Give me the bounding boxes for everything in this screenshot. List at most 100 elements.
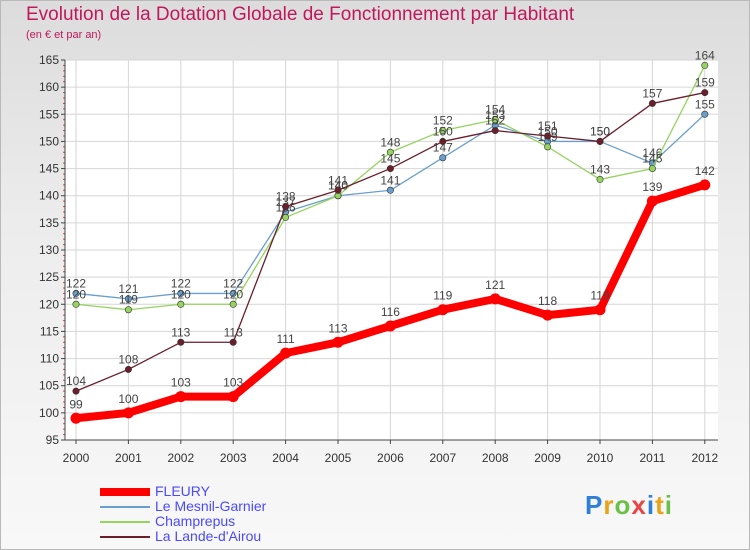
data-label: 120 <box>223 287 243 301</box>
y-tick-label: 125 <box>39 270 59 284</box>
data-label: 119 <box>119 293 138 307</box>
data-point <box>175 391 187 403</box>
data-point <box>72 387 80 395</box>
proxiti-logo: Proxiti <box>585 490 673 521</box>
data-point <box>282 213 290 221</box>
data-point <box>386 165 394 173</box>
legend-swatch-champrepus <box>100 520 150 523</box>
data-label: 113 <box>328 321 347 335</box>
y-tick-label: 160 <box>39 80 59 94</box>
x-tick-label: 2008 <box>482 451 509 465</box>
x-tick-label: 2010 <box>587 451 614 465</box>
data-point <box>177 300 185 308</box>
data-point <box>122 407 134 419</box>
data-label: 143 <box>590 162 610 176</box>
y-tick-label: 145 <box>39 162 59 176</box>
x-tick-label: 2000 <box>63 451 90 465</box>
y-tick-label: 150 <box>39 134 59 148</box>
logo-letter: i <box>646 490 656 520</box>
data-point <box>229 289 237 297</box>
data-point <box>437 304 449 316</box>
data-label: 148 <box>380 135 400 149</box>
data-point <box>491 116 499 124</box>
data-label: 140 <box>328 179 348 193</box>
data-point <box>596 175 604 183</box>
data-point <box>177 338 185 346</box>
data-label: 113 <box>224 325 243 339</box>
y-tick-label: 95 <box>46 433 60 447</box>
data-label: 159 <box>695 76 715 90</box>
y-tick-label: 155 <box>39 107 59 121</box>
data-point <box>542 309 554 321</box>
data-point <box>544 143 552 151</box>
data-label: 103 <box>223 376 243 390</box>
data-point <box>489 293 501 305</box>
data-point <box>229 338 237 346</box>
data-point <box>177 289 185 297</box>
data-label: 111 <box>276 332 295 346</box>
data-point <box>701 61 709 69</box>
legend-item-champrepus: Champrepus <box>100 514 266 529</box>
data-point <box>124 295 132 303</box>
legend-item-le-mesnil-garnier: Le Mesnil-Garnier <box>100 499 266 514</box>
data-label: 142 <box>695 164 715 178</box>
data-point <box>439 137 447 145</box>
data-point <box>334 186 342 194</box>
data-label: 155 <box>695 97 715 111</box>
data-label: 122 <box>171 276 191 290</box>
legend-label: Champrepus <box>155 513 236 529</box>
x-tick-label: 2002 <box>167 451 194 465</box>
data-point <box>282 203 290 211</box>
data-label: 145 <box>642 152 662 166</box>
data-point <box>124 306 132 314</box>
data-label: 150 <box>433 124 453 138</box>
y-tick-label: 165 <box>39 53 59 67</box>
y-tick-label: 100 <box>39 406 59 420</box>
x-tick-label: 2006 <box>377 451 404 465</box>
data-point <box>439 154 447 162</box>
data-label: 145 <box>380 152 400 166</box>
logo-letter: r <box>603 490 615 520</box>
data-point <box>227 391 239 403</box>
data-point <box>648 99 656 107</box>
data-point <box>439 127 447 135</box>
data-label: 138 <box>276 190 296 204</box>
x-tick-label: 2004 <box>272 451 299 465</box>
legend: FLEURY Le Mesnil-Garnier Champrepus La L… <box>100 484 266 544</box>
y-tick-label: 120 <box>39 297 59 311</box>
data-label: 151 <box>538 119 558 133</box>
data-point <box>386 148 394 156</box>
data-point <box>70 412 82 424</box>
data-point <box>701 110 709 118</box>
data-point <box>124 365 132 373</box>
data-point <box>229 300 237 308</box>
data-point <box>384 320 396 332</box>
x-tick-label: 2011 <box>639 451 665 465</box>
data-point <box>699 179 711 191</box>
data-point <box>648 165 656 173</box>
data-label: 140 <box>328 179 348 193</box>
y-tick-label: 140 <box>39 189 59 203</box>
data-label: 141 <box>380 173 400 187</box>
data-label: 104 <box>66 374 86 388</box>
data-label: 164 <box>695 48 715 62</box>
data-label: 122 <box>66 276 86 290</box>
data-label: 152 <box>433 114 453 128</box>
data-point <box>386 186 394 194</box>
data-point <box>594 304 606 316</box>
x-tick-label: 2007 <box>429 451 456 465</box>
data-label: 120 <box>171 287 191 301</box>
x-tick-label: 2001 <box>115 451 142 465</box>
chart-title: Evolution de la Dotation Globale de Fonc… <box>26 4 575 25</box>
data-label: 141 <box>328 173 348 187</box>
y-tick-label: 105 <box>39 379 59 393</box>
y-tick-label: 130 <box>39 243 59 257</box>
data-label: 116 <box>381 305 400 319</box>
data-label: 157 <box>642 86 662 100</box>
data-point <box>596 137 604 145</box>
series-champrepus: 120119120120136140148152154149143145164 <box>66 48 715 314</box>
x-tick-label: 2009 <box>534 451 561 465</box>
data-label: 153 <box>485 108 505 122</box>
data-label: 100 <box>118 392 138 406</box>
